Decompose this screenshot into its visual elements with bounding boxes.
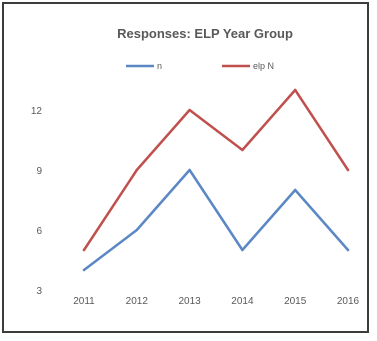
x-tick-label: 2015 [284,296,307,307]
y-tick-label: 6 [36,226,42,237]
x-axis: 2011 2012 2013 2014 2015 2016 [73,296,359,307]
series-group [82,88,350,272]
x-tick-label: 2016 [337,296,360,307]
data-point [346,248,350,252]
data-point [241,248,244,252]
y-tick-label: 3 [36,286,42,297]
data-point [82,248,86,252]
data-point [346,168,350,172]
data-point [135,228,138,232]
legend-label: elp N [253,61,274,71]
series-line-n [82,168,350,272]
legend-label: n [157,61,162,71]
chart-frame [2,2,369,333]
y-axis: 3 6 9 12 [31,106,43,297]
data-point [294,88,297,92]
data-point [188,108,191,112]
x-tick-label: 2012 [126,296,149,307]
legend: n elp N [126,61,274,71]
data-point [82,268,86,272]
data-point [135,168,138,172]
x-tick-label: 2014 [231,296,254,307]
chart-title: Responses: ELP Year Group [117,26,293,41]
data-point [241,148,244,152]
y-tick-label: 12 [31,106,43,117]
series-line-elp-n [82,88,350,252]
x-tick-label: 2011 [73,296,95,307]
y-tick-label: 9 [36,166,42,177]
x-tick-label: 2013 [178,296,201,307]
data-point [294,188,297,192]
data-point [188,168,191,172]
